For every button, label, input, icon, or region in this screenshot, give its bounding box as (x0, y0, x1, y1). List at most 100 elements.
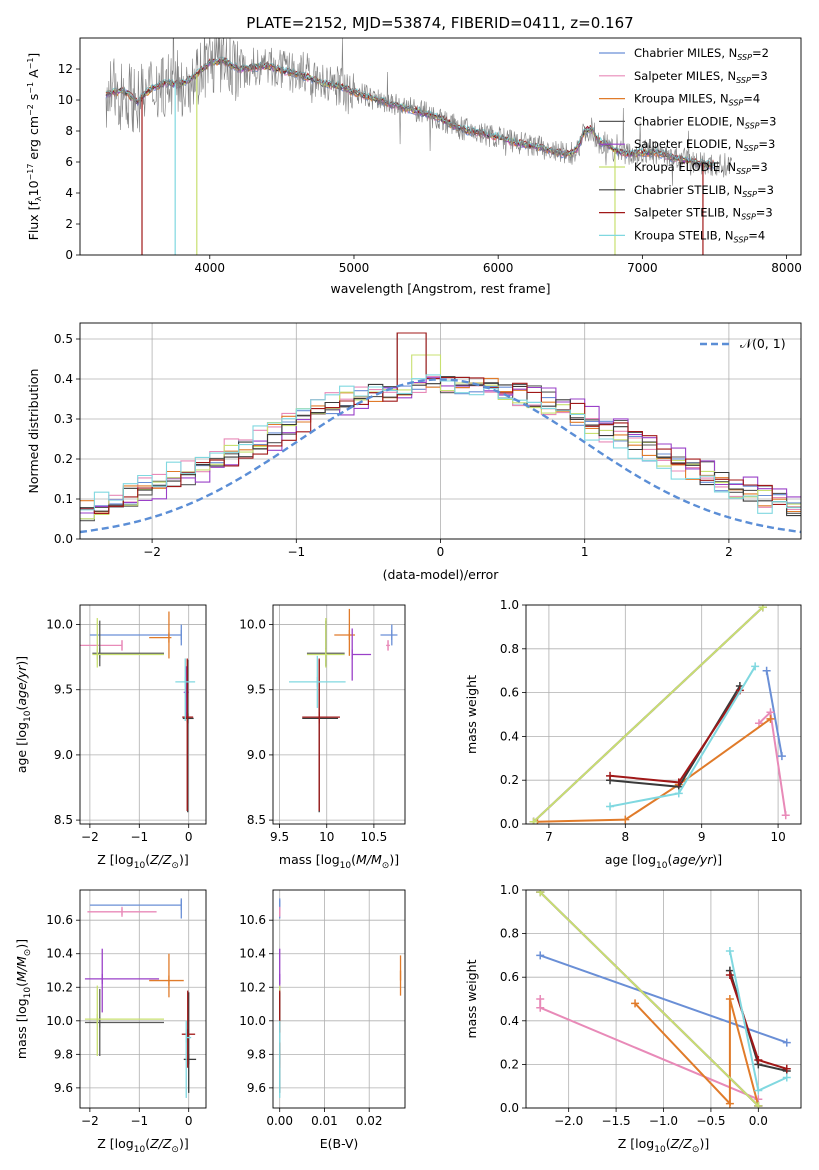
legend-label-val: =2 (752, 46, 769, 60)
label-part: age [log (14, 722, 29, 773)
y-tick-label: 1.0 (500, 883, 519, 897)
errorbar-point-chabrier_stelib (302, 659, 339, 813)
series-point (536, 1003, 545, 1012)
legend: Chabrier MILES, NSSP=2 Salpeter MILES, NS… (599, 46, 776, 244)
legend-label-sub: SSP (729, 99, 744, 108)
y-tick-label: 9.5 (54, 683, 73, 697)
histogram-kroupa_stelib (80, 374, 801, 514)
y-tick-label: 10.0 (46, 618, 73, 632)
legend-label: Chabrier STELIB, NSSP=3 (634, 183, 774, 199)
x-tick-label: −1 (130, 1114, 148, 1128)
label-part: 10 (654, 1145, 666, 1155)
y-tick-label: 9.0 (54, 748, 73, 762)
x-axis-label: Z [log10(Z/Z⊙)] (618, 1136, 709, 1155)
series-point (725, 995, 734, 1003)
y-tick-label: 10 (58, 93, 73, 107)
x-tick-label: 0 (437, 545, 445, 559)
series-point (754, 1086, 763, 1095)
legend-label-val: =3 (758, 137, 775, 151)
legend-label-name: Salpeter STELIB, N (634, 206, 741, 220)
series-point (766, 714, 775, 723)
errorbar-point-kroupa_stelib (185, 1020, 192, 1098)
y-tick-label: 0.3 (54, 412, 73, 426)
y-tick-label: 0.4 (500, 729, 519, 743)
x-tick-label: 5000 (339, 261, 370, 275)
axes-frame (525, 604, 802, 825)
plot-area (84, 898, 197, 1098)
label-part: mass [log (14, 998, 29, 1059)
plot-area (80, 332, 801, 534)
label-part: age [log (605, 852, 656, 867)
label-part: log (635, 1136, 654, 1151)
x-tick-label: 0.00 (266, 1114, 293, 1128)
label-part: Z [ (97, 1136, 114, 1151)
label-part: M/M (14, 956, 29, 982)
label-part: −2 (26, 104, 35, 116)
x-tick-label: 10 (770, 830, 785, 844)
errorbar-point-salpeter_miles (80, 640, 123, 651)
legend-label: Chabrier MILES, NSSP=2 (634, 46, 769, 62)
y-tick-label: 10.0 (46, 1014, 73, 1028)
grid-lines (80, 605, 206, 824)
y-tick-label: 0.1 (54, 492, 73, 506)
label-part: ] (26, 53, 41, 58)
legend-label-sub: SSP (736, 76, 751, 85)
axes-frame (79, 889, 207, 1109)
y-tick-label: 10.2 (46, 980, 73, 994)
series-point (781, 811, 790, 820)
label-part: ( (666, 1136, 671, 1151)
legend-label-name: Kroupa MILES, N (634, 92, 729, 106)
errorbar-point-salpeter_elodie (351, 628, 372, 681)
legend-label-sub: SSP (744, 144, 759, 153)
label-part: ( (145, 1136, 150, 1151)
x-axis-label: age [log10(age/yr)] (605, 852, 722, 871)
y-axis-label: mass [log10(M/M⊙)] (14, 939, 33, 1059)
series-line (765, 670, 783, 757)
series-salpeter_miles (754, 708, 790, 820)
legend-label: Salpeter MILES, NSSP=3 (634, 69, 768, 85)
y-tick-label: 9.8 (54, 1047, 73, 1061)
label-part: Z [ (97, 852, 114, 867)
y-tick-label: 8.5 (54, 813, 73, 827)
legend-label: Salpeter STELIB, NSSP=3 (634, 206, 773, 222)
legend-label: Kroupa ELODIE, NSSP=3 (634, 160, 768, 176)
series-point (674, 778, 683, 787)
legend-label-sub: SSP (736, 167, 751, 176)
y-tick-label: 0.4 (54, 372, 73, 386)
legend-label-name: Kroupa STELIB, N (634, 228, 734, 242)
label-part: −1 (26, 58, 35, 70)
legend-label-val: =3 (751, 160, 768, 174)
panel-mass_vs_ebv: 0.00 0.01 0.02 9.6 9.8 10.0 10.2 10.4 10.6 E(B-V) (239, 889, 406, 1151)
series-kroupa_stelib (606, 662, 760, 811)
x-tick-label: 0.02 (356, 1114, 383, 1128)
label-part: Z/Z (149, 1136, 172, 1151)
label-part: s (26, 94, 41, 105)
panel-spectrum: 4000 5000 6000 7000 8000 0 2 4 6 8 10 12 Chabrier MI… (26, 37, 802, 296)
y-tick-label: 9.6 (54, 1081, 73, 1095)
series-point (606, 802, 615, 811)
x-tick-label: 0 (185, 1114, 193, 1128)
axes-frame (272, 889, 406, 1109)
axes-frame (272, 604, 406, 825)
series-point (529, 817, 538, 824)
series-kroupa_elodie (529, 605, 767, 824)
label-part: age/yr (14, 665, 29, 706)
y-tick-label: 0.8 (500, 927, 519, 941)
label-part: )] (389, 852, 399, 867)
series-point (674, 789, 683, 798)
label-part: log (115, 852, 134, 867)
label-part: Flux [f (26, 200, 41, 240)
plot-area (536, 890, 791, 1108)
x-tick-label: 6000 (483, 261, 514, 275)
label-part: Z [ (618, 1136, 635, 1151)
legend-label-val: =3 (751, 69, 768, 83)
errorbar-point-kroupa_stelib (175, 658, 196, 722)
x-tick-label: −1.0 (649, 1114, 678, 1128)
legend-label: Salpeter ELODIE, NSSP=3 (634, 137, 775, 153)
label-part: Z/Z (149, 852, 172, 867)
errorbar-point-chabrier_elodie (92, 620, 164, 667)
errorbar-point-kroupa_elodie (84, 985, 164, 1057)
x-tick-label: 8000 (771, 261, 802, 275)
